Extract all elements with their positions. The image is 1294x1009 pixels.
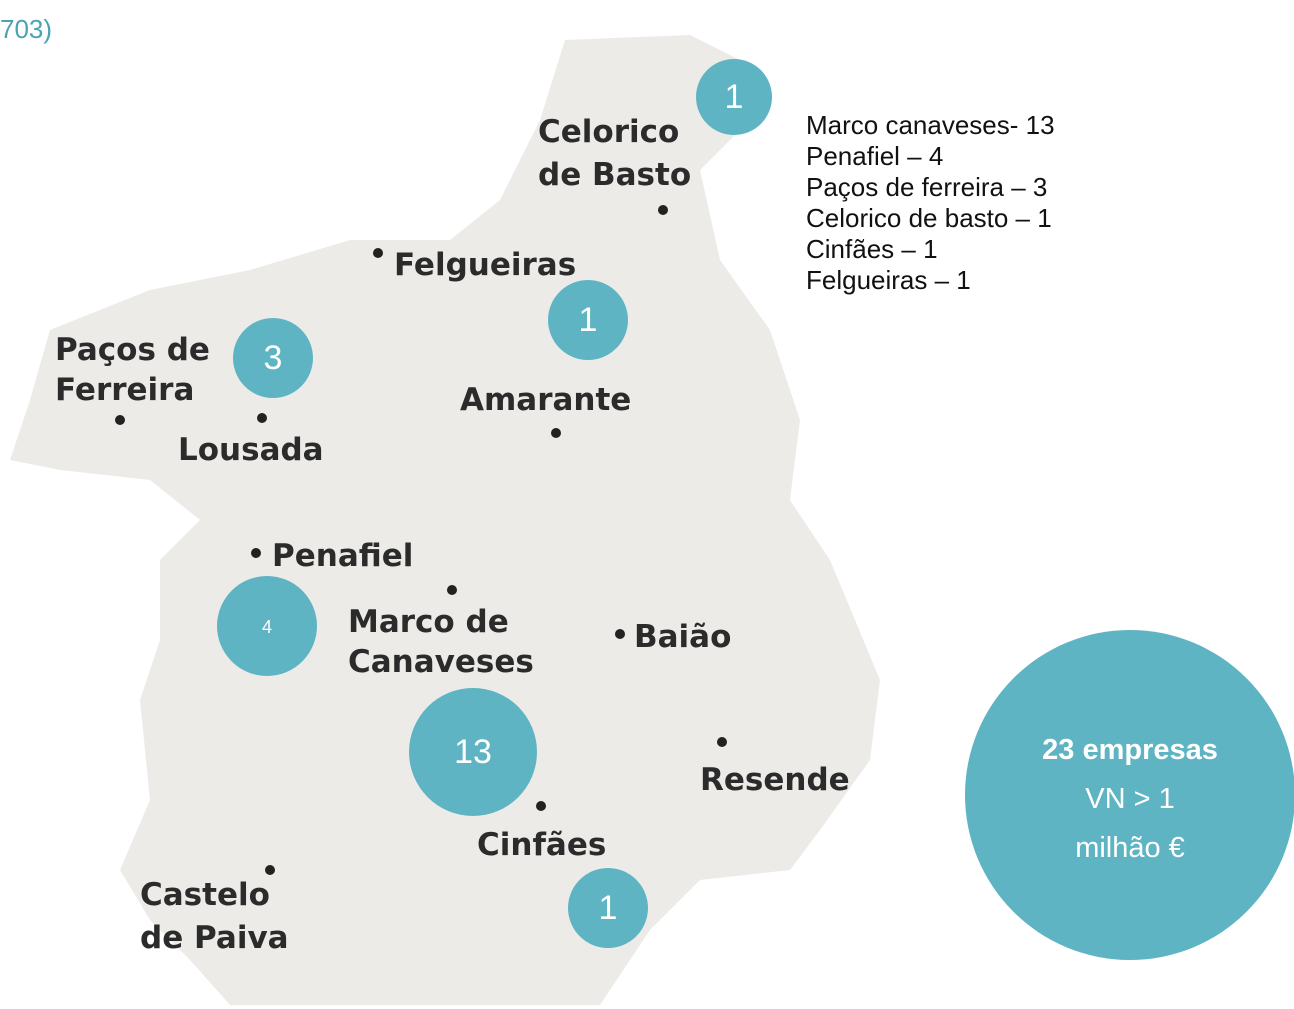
town-label: de Basto: [538, 157, 691, 193]
town-labels: Celorico de Basto Felgueiras Paços de Fe…: [55, 114, 850, 956]
summary: 23 empresas VN > 1 milhão €: [965, 630, 1294, 960]
bubble-count: 3: [264, 339, 283, 377]
bubble-count: 1: [579, 301, 598, 339]
bubble: [548, 280, 628, 360]
dot: [373, 248, 383, 258]
count-bubbles: 1 1 3 4 13 1: [217, 59, 772, 948]
list-item: Penafiel – 4: [806, 141, 943, 171]
bubble: [233, 318, 313, 398]
summary-line: milhão €: [1075, 832, 1185, 864]
town-label: Castelo: [140, 877, 270, 913]
dot: [265, 865, 275, 875]
dot: [536, 801, 546, 811]
dot: [257, 413, 267, 423]
bubble-count: 13: [454, 733, 492, 771]
list-item: Paços de ferreira – 3: [806, 172, 1047, 202]
town-dots: [115, 205, 727, 875]
dot: [615, 629, 625, 639]
summary-line: VN > 1: [1085, 783, 1174, 815]
town-label: Ferreira: [55, 372, 194, 408]
summary-title: 23 empresas: [1042, 734, 1218, 766]
town-label: Paços de: [55, 332, 210, 368]
town-label: Amarante: [460, 382, 631, 418]
town-label: Cinfães: [477, 827, 606, 863]
list-item: Marco canaveses- 13: [806, 110, 1055, 140]
dot: [658, 205, 668, 215]
counts-list: Marco canaveses- 13 Penafiel – 4 Paços d…: [806, 110, 1055, 295]
town-label: Marco de: [348, 604, 509, 640]
town-label: Penafiel: [272, 538, 413, 574]
summary-circle: [965, 630, 1294, 960]
bubble-count: 4: [262, 617, 272, 637]
town-label: Celorico: [538, 114, 679, 150]
town-label: Lousada: [178, 432, 324, 468]
dot: [717, 737, 727, 747]
region-map: [10, 35, 880, 1005]
town-label: Baião: [634, 619, 731, 655]
list-item: Felgueiras – 1: [806, 265, 971, 295]
bubble: [696, 59, 772, 135]
bubble-count: 1: [599, 889, 618, 927]
list-item: Celorico de basto – 1: [806, 203, 1052, 233]
town-label: Resende: [700, 762, 850, 798]
town-label: Canaveses: [348, 644, 534, 680]
header-fragment: 703): [0, 14, 52, 44]
dot: [115, 415, 125, 425]
bubble: [568, 868, 648, 948]
bubble: [217, 576, 317, 676]
dot: [251, 548, 261, 558]
town-label: de Paiva: [140, 920, 289, 956]
dot: [447, 585, 457, 595]
bubble: [409, 688, 537, 816]
list-item: Cinfães – 1: [806, 234, 938, 264]
town-label: Felgueiras: [394, 247, 576, 283]
dot: [551, 428, 561, 438]
bubble-count: 1: [725, 78, 744, 116]
